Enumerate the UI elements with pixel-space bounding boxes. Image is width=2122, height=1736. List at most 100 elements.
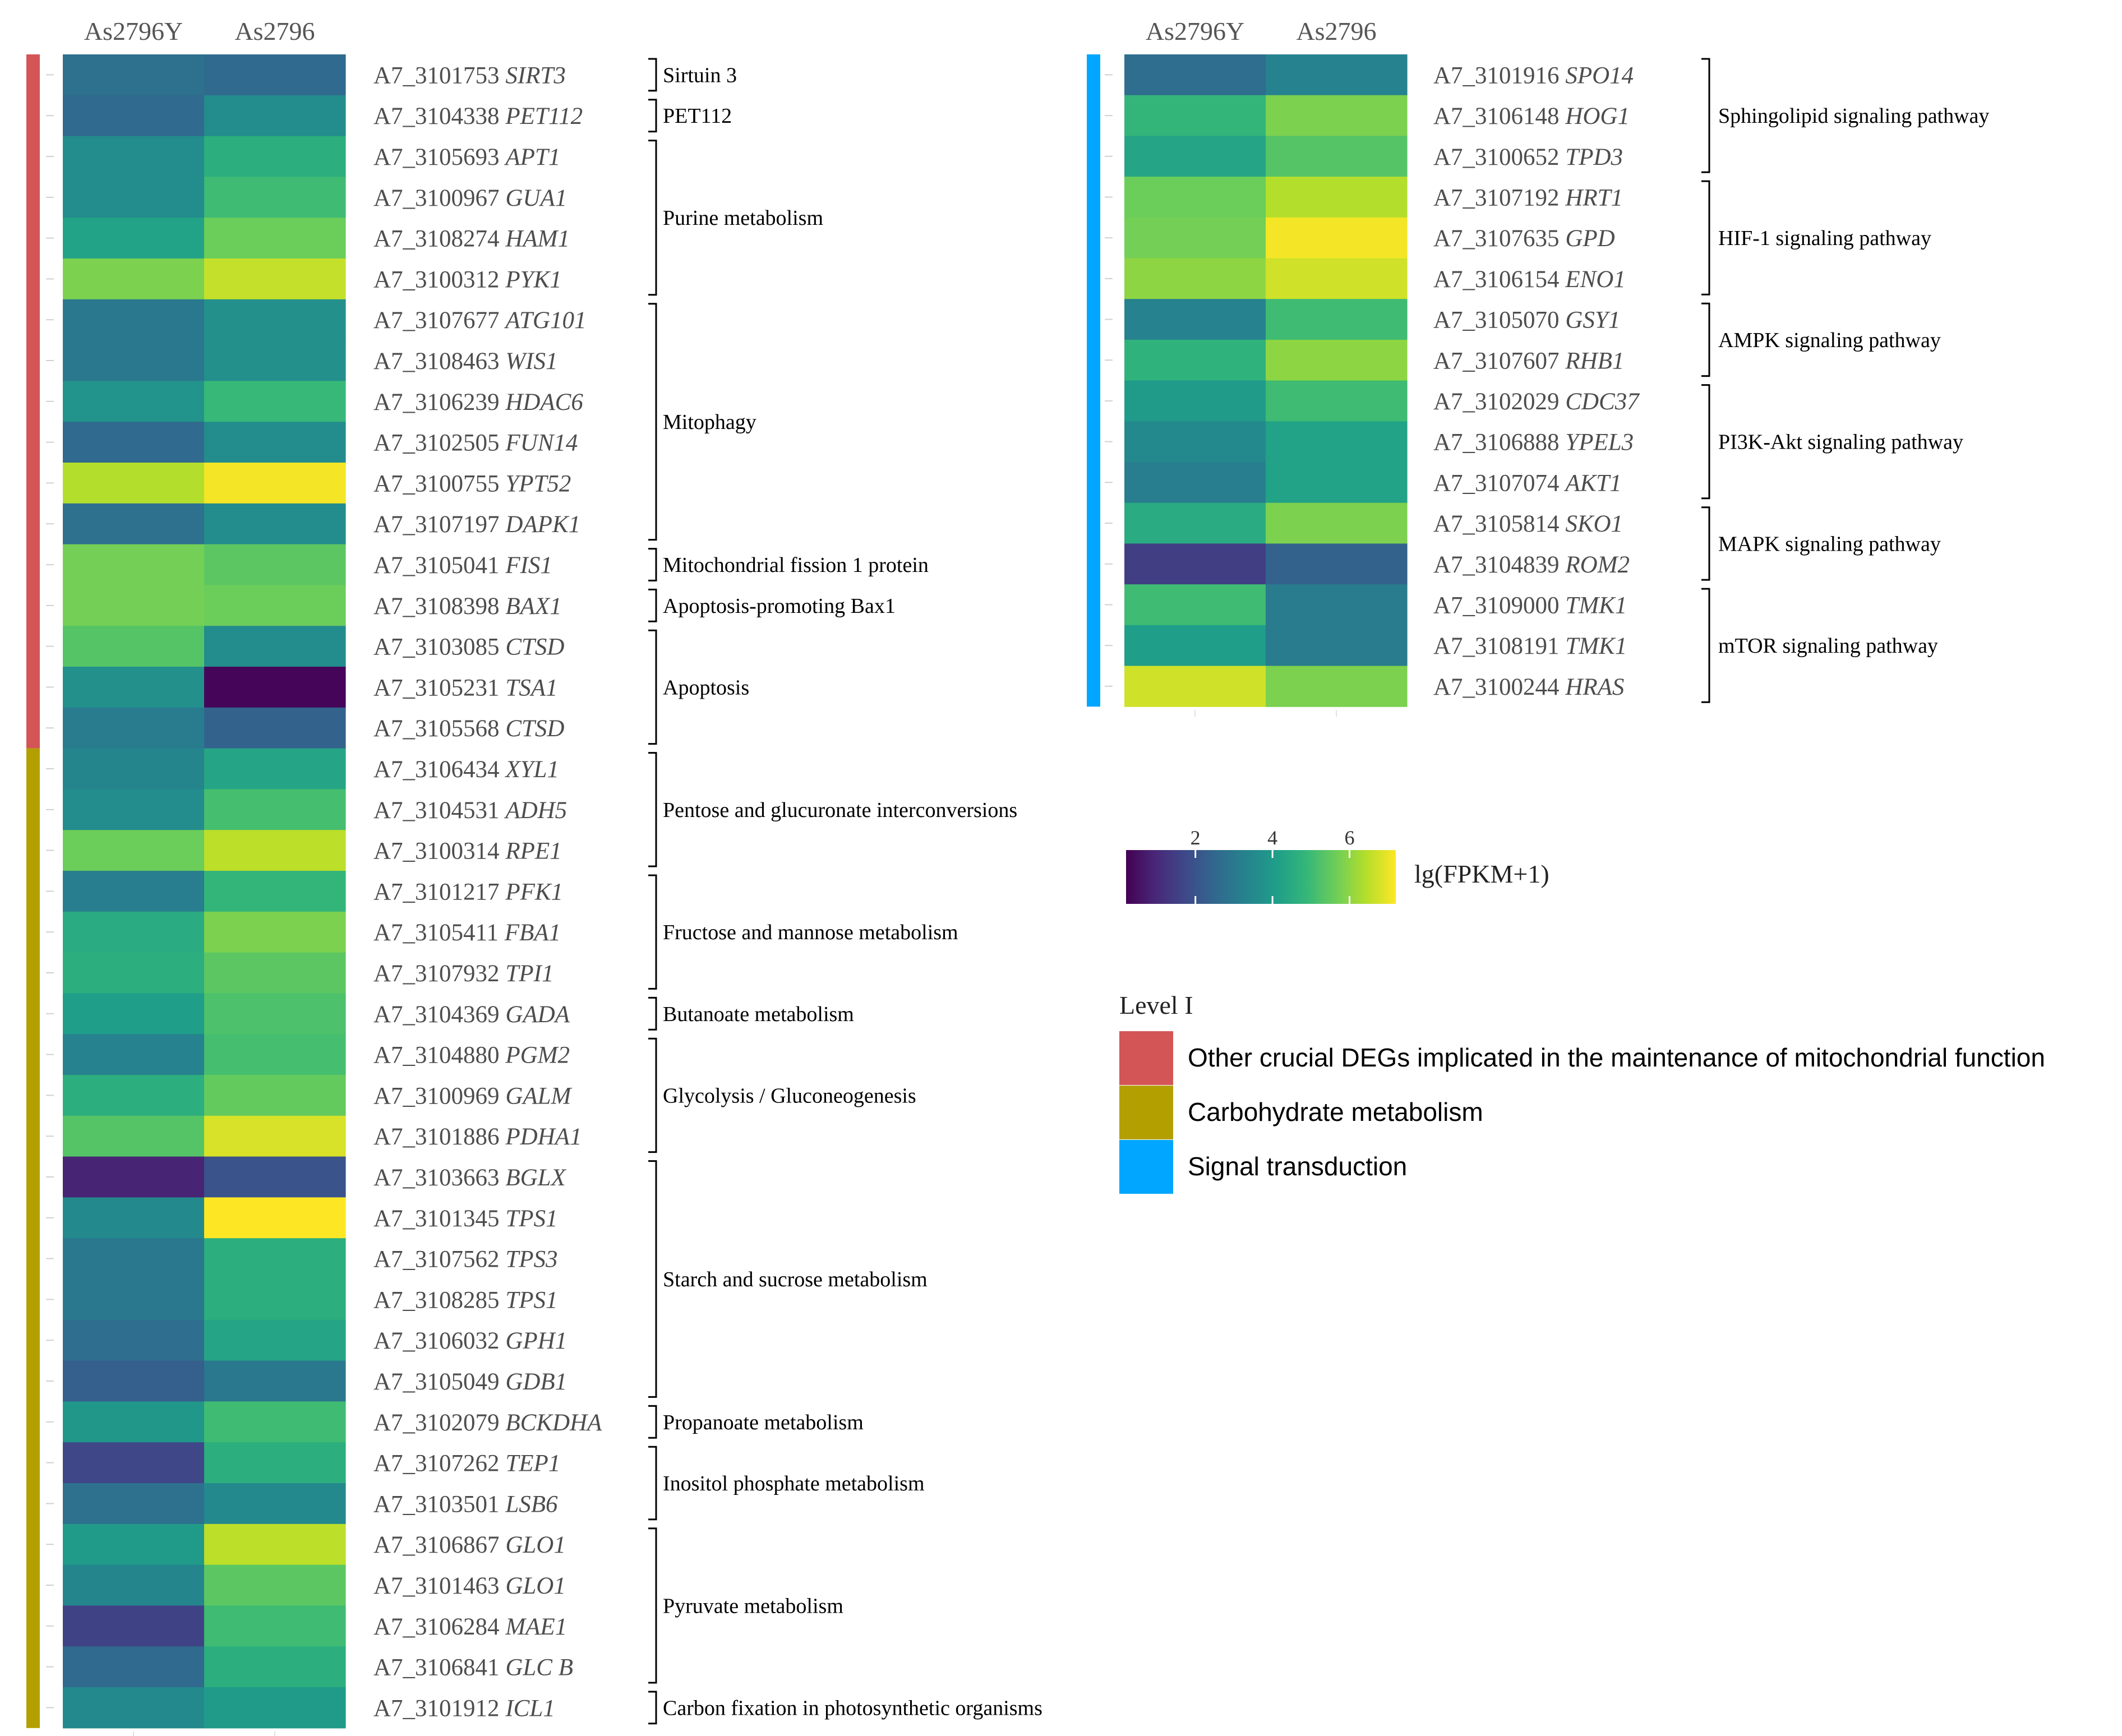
row-label-id: A7_3108274 xyxy=(373,226,505,252)
row-label-id: A7_3107562 xyxy=(373,1246,505,1273)
heatmap-cell xyxy=(63,544,205,585)
level-strip-segment xyxy=(26,748,40,1728)
column-header: As2796Y xyxy=(1146,17,1244,45)
group-bracket xyxy=(1701,58,1710,173)
row-label: A7_3107074 AKT1 xyxy=(1433,470,1622,496)
row-label-gene: GLC B xyxy=(505,1655,573,1681)
row-label: A7_3100652 TPD3 xyxy=(1433,144,1623,170)
group-bracket xyxy=(648,752,657,867)
row-label: A7_3104880 PGM2 xyxy=(373,1042,570,1069)
group-bracket xyxy=(648,1527,657,1684)
heatmap-cell xyxy=(63,626,205,667)
heatmap-cell xyxy=(1124,380,1266,422)
row-label: A7_3108398 BAX1 xyxy=(373,593,562,620)
group-label: PET112 xyxy=(663,104,732,128)
row-label: A7_3106284 MAE1 xyxy=(373,1614,567,1640)
heatmap-cell xyxy=(204,707,346,749)
row-label-id: A7_3105568 xyxy=(373,715,505,742)
level-strip-segment xyxy=(1087,54,1100,707)
row-label-gene: ENO1 xyxy=(1565,266,1626,293)
row-label-id: A7_3103501 xyxy=(373,1491,505,1517)
row-label-gene: ADH5 xyxy=(504,797,567,824)
row-label-gene: APT1 xyxy=(504,144,560,170)
row-label-id: A7_3108285 xyxy=(373,1287,505,1313)
row-label-gene: ATG101 xyxy=(504,307,586,334)
heatmap-cell xyxy=(63,585,205,626)
heatmap-cell xyxy=(204,1197,346,1239)
row-label-id: A7_3107677 xyxy=(373,307,505,334)
row-label-gene: GPH1 xyxy=(505,1328,567,1354)
legend-label: Signal transduction xyxy=(1188,1152,1407,1181)
row-label-id: A7_3107932 xyxy=(373,961,505,987)
group-bracket xyxy=(648,1446,657,1521)
group-bracket xyxy=(648,548,657,581)
row-label: A7_3108274 HAM1 xyxy=(373,226,570,252)
heatmap-cell xyxy=(1266,625,1408,667)
row-label: A7_3102505 FUN14 xyxy=(373,430,578,456)
row-label-gene: GLO1 xyxy=(505,1573,566,1599)
row-label-id: A7_3107192 xyxy=(1433,184,1565,211)
row-label: A7_3108463 WIS1 xyxy=(373,348,557,375)
row-label: A7_3104338 PET112 xyxy=(373,103,583,130)
heatmap-cell xyxy=(204,1483,346,1525)
row-label: A7_3106154 ENO1 xyxy=(1433,266,1626,293)
heatmap-cell xyxy=(204,218,346,259)
group-bracket xyxy=(648,588,657,622)
heatmap-cell xyxy=(1124,625,1266,667)
group-label: Apoptosis xyxy=(663,676,749,699)
group-bracket xyxy=(1701,506,1710,581)
row-label: A7_3105814 SKO1 xyxy=(1433,511,1623,537)
row-label-id: A7_3100755 xyxy=(373,470,505,497)
row-label: A7_3108191 TMK1 xyxy=(1433,633,1627,659)
group-label: Sirtuin 3 xyxy=(663,63,737,87)
heatmap-cell xyxy=(63,911,205,953)
group-bracket xyxy=(648,996,657,1031)
heatmap-cell xyxy=(63,177,205,218)
heatmap-cell xyxy=(204,1401,346,1443)
heatmap-cell xyxy=(204,177,346,218)
heatmap-cell xyxy=(1124,299,1266,340)
group-label: Sphingolipid signaling pathway xyxy=(1718,104,1989,128)
heatmap-cell xyxy=(63,830,205,871)
legend-items: Other crucial DEGs implicated in the mai… xyxy=(1119,1031,2045,1194)
row-label: A7_3101916 SPO14 xyxy=(1433,62,1634,89)
heatmap-cell xyxy=(63,1605,205,1647)
heatmap-cell xyxy=(1124,462,1266,504)
group-bracket xyxy=(1701,180,1710,296)
heatmap-cell xyxy=(63,667,205,708)
row-label-gene: RPE1 xyxy=(505,838,561,865)
row-label-id: A7_3106434 xyxy=(373,756,505,783)
row-label-id: A7_3106239 xyxy=(373,389,505,415)
heatmap-cell xyxy=(1124,339,1266,381)
heatmap-cell xyxy=(204,1360,346,1402)
row-label-gene: CTSD xyxy=(505,634,564,661)
heatmap-cell xyxy=(1266,462,1408,504)
row-label: A7_3101463 GLO1 xyxy=(373,1573,566,1599)
row-label-id: A7_3100244 xyxy=(1433,674,1565,700)
row-label-id: A7_3101912 xyxy=(373,1695,505,1721)
row-label-id: A7_3109000 xyxy=(1433,592,1565,618)
row-label-gene: HRAS xyxy=(1565,674,1624,700)
heatmap-cell xyxy=(63,1483,205,1525)
heatmap-cell xyxy=(63,1523,205,1566)
row-label: A7_3105231 TSA1 xyxy=(373,675,558,701)
row-label-gene: YPEL3 xyxy=(1565,430,1634,456)
heatmap-cell xyxy=(1124,421,1266,463)
row-label-gene: WIS1 xyxy=(505,348,557,375)
heatmap-cell xyxy=(1124,177,1266,218)
row-label-gene: CDC37 xyxy=(1565,389,1640,415)
group-bracket xyxy=(648,629,657,745)
heatmap-cell xyxy=(63,1401,205,1443)
row-label: A7_3104369 GADA xyxy=(373,1001,570,1028)
row-label-gene: GDB1 xyxy=(505,1369,567,1395)
row-label: A7_3109000 TMK1 xyxy=(1433,592,1627,618)
row-label-id: A7_3104839 xyxy=(1433,552,1565,578)
row-label-id: A7_3103663 xyxy=(373,1165,505,1191)
row-label-gene: SPO14 xyxy=(1565,62,1634,89)
row-label-gene: BAX1 xyxy=(505,593,561,620)
heatmap-cell xyxy=(63,1360,205,1402)
group-label: Pentose and glucuronate interconversions xyxy=(663,798,1017,822)
colorbar-gradient xyxy=(1126,850,1396,904)
row-label: A7_3105049 GDB1 xyxy=(373,1369,567,1395)
row-label-id: A7_3105693 xyxy=(373,144,505,170)
